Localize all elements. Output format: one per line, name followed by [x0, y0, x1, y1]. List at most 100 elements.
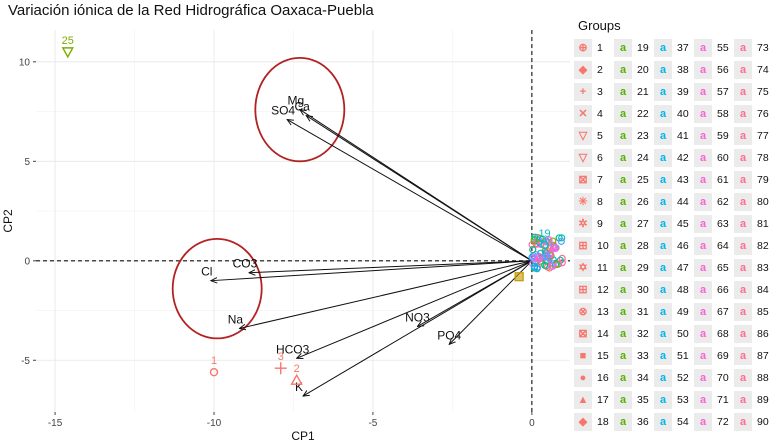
legend-label: 32 [637, 328, 649, 340]
legend-swatch: a [654, 127, 672, 145]
cluster-point [557, 237, 565, 245]
cluster-point [530, 262, 539, 271]
legend-item: a 30 [614, 280, 649, 300]
legend-label: 24 [637, 152, 649, 164]
legend-label: 4 [597, 108, 603, 120]
legend-label: 87 [757, 350, 769, 362]
legend-label: 59 [717, 130, 729, 142]
legend-item: a 77 [734, 126, 769, 146]
point-label-19: 19 [538, 228, 550, 240]
legend-swatch: ◆ [574, 413, 592, 431]
legend-swatch: a [614, 347, 632, 365]
legend-label: 26 [637, 196, 649, 208]
legend-label: 54 [677, 416, 689, 428]
legend-label: 6 [597, 152, 603, 164]
legend-item: a 32 [614, 324, 649, 344]
legend-label: 8 [597, 196, 603, 208]
y-tick-label: 0 [24, 256, 30, 267]
legend-label: 63 [717, 218, 729, 230]
legend-label: 30 [637, 284, 649, 296]
legend-item: a 39 [654, 82, 689, 102]
legend-swatch: a [694, 413, 712, 431]
legend-swatch: a [694, 61, 712, 79]
legend-swatch: ▲ [574, 391, 592, 409]
legend-label: 39 [677, 86, 689, 98]
legend-label: 40 [677, 108, 689, 120]
legend-label: 5 [597, 130, 603, 142]
cluster-point [530, 237, 538, 245]
legend-item: a 46 [654, 236, 689, 256]
legend-label: 27 [637, 218, 649, 230]
point-label-3: 3 [278, 351, 284, 363]
legend-label: 1 [597, 42, 603, 54]
legend-label: 67 [717, 306, 729, 318]
legend-swatch: ■ [574, 347, 592, 365]
legend-swatch: ✡ [574, 259, 592, 277]
cluster-point [548, 262, 556, 270]
legend-item: a 28 [614, 236, 649, 256]
legend-label: 80 [757, 196, 769, 208]
legend-label: 55 [717, 42, 729, 54]
legend-item: ◆ 18 [574, 412, 609, 432]
legend-label: 38 [677, 64, 689, 76]
legend-label: 15 [597, 350, 609, 362]
legend-swatch: a [654, 413, 672, 431]
legend-swatch: a [654, 391, 672, 409]
legend-item: a 41 [654, 126, 689, 146]
cluster-point [551, 244, 559, 253]
legend-swatch: a [654, 369, 672, 387]
legend-swatch: a [614, 127, 632, 145]
legend-swatch: a [734, 347, 752, 365]
legend-item: a 31 [614, 302, 649, 322]
legend-swatch: a [654, 39, 672, 57]
legend-swatch: a [654, 259, 672, 277]
legend-label: 10 [597, 240, 609, 252]
legend-label: 31 [637, 306, 649, 318]
legend-item: a 56 [694, 60, 729, 80]
legend-item: a 76 [734, 104, 769, 124]
cluster-point [543, 251, 551, 260]
legend-swatch: a [734, 193, 752, 211]
legend-item: a 72 [694, 412, 729, 432]
legend-label: 73 [757, 42, 769, 54]
reference-lines [36, 30, 570, 412]
legend-swatch: ✕ [574, 105, 592, 123]
legend-item: a 78 [734, 148, 769, 168]
legend-item: a 61 [694, 170, 729, 190]
vector-na [239, 260, 532, 329]
vector-so4 [287, 120, 533, 262]
vector-k [303, 260, 533, 396]
point-1 [209, 368, 219, 377]
legend-label: 69 [717, 350, 729, 362]
legend-label: 13 [597, 306, 609, 318]
legend-label: 56 [717, 64, 729, 76]
legend-label: 57 [717, 86, 729, 98]
legend-label: 9 [597, 218, 603, 230]
legend-swatch: a [654, 347, 672, 365]
legend-swatch: a [734, 215, 752, 233]
legend-item: a 45 [654, 214, 689, 234]
legend-item: a 84 [734, 280, 769, 300]
legend-swatch: a [614, 39, 632, 57]
legend-swatch: a [654, 325, 672, 343]
legend-swatch: a [614, 281, 632, 299]
highlight-circle [171, 238, 263, 340]
legend-label: 50 [677, 328, 689, 340]
legend-swatch: a [614, 193, 632, 211]
legend-label: 88 [757, 372, 769, 384]
legend-item: a 36 [614, 412, 649, 432]
legend-item: a 75 [734, 82, 769, 102]
legend-swatch: a [734, 83, 752, 101]
legend-item: ⊞ 10 [574, 236, 609, 256]
vector-label-po4: PO4 [437, 328, 461, 342]
legend-item: a 38 [654, 60, 689, 80]
legend-item: a 63 [694, 214, 729, 234]
legend-swatch: ⊞ [574, 237, 592, 255]
legend-item: a 55 [694, 38, 729, 58]
x-tick-label: -5 [368, 418, 377, 429]
legend-swatch: a [694, 149, 712, 167]
legend-swatch: a [614, 171, 632, 189]
legend-swatch: a [734, 259, 752, 277]
legend-label: 33 [637, 350, 649, 362]
legend: ⊕ 1 ◆ 2 +3 ✕ 4 ▽ 5 ▽ 6 ⊠ 7 ✳ 8 ✲ 9 ⊞ 10 ✡ 11 ⊞ 12 ⊗ 13 ⊠ 14 ■ 15 ● 16 ▲… [574, 38, 784, 448]
